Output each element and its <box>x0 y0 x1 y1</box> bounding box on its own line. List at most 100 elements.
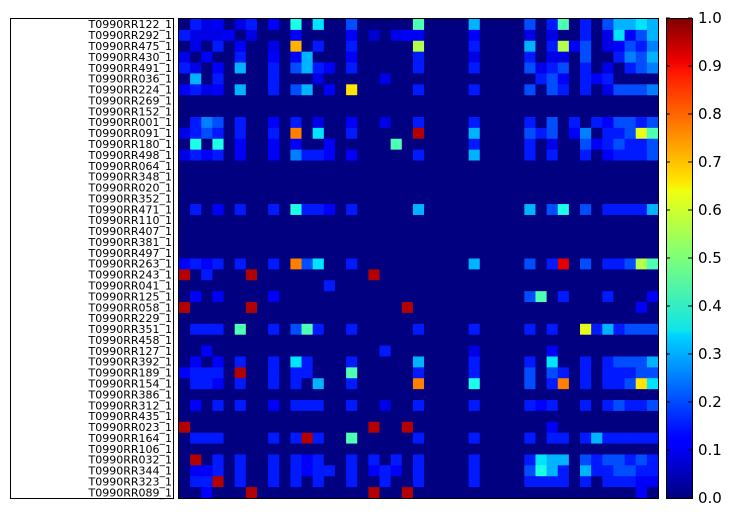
heatmap-cell <box>357 432 369 444</box>
heatmap-cell <box>223 62 236 74</box>
heatmap-cell <box>312 51 325 63</box>
heatmap-cell <box>357 323 369 336</box>
heatmap-cell <box>490 29 503 42</box>
row-label: T0990RR023_1 <box>88 421 173 434</box>
heatmap-cell <box>580 378 592 390</box>
heatmap-cell <box>546 323 559 336</box>
heatmap-cell <box>535 454 548 466</box>
heatmap-cell <box>201 291 213 303</box>
heatmap-cell <box>468 160 481 172</box>
heatmap-cell <box>535 356 548 368</box>
heatmap-cell <box>223 476 236 488</box>
heatmap-cell <box>256 182 269 194</box>
heatmap-cell <box>312 400 325 412</box>
heatmap-cell <box>401 106 414 118</box>
heatmap-cell <box>368 204 380 216</box>
heatmap-cell <box>368 269 380 281</box>
heatmap-cell <box>323 40 336 53</box>
heatmap-cell <box>357 291 369 303</box>
heatmap-cell <box>457 73 470 85</box>
heatmap-cell <box>546 171 559 183</box>
heatmap-cell <box>401 345 414 357</box>
heatmap-cell <box>346 62 358 74</box>
heatmap-cell <box>379 225 392 238</box>
heatmap-cell <box>268 302 280 314</box>
heatmap-cell <box>346 334 358 346</box>
heatmap-cell <box>502 95 514 107</box>
heatmap-cell <box>179 106 191 118</box>
heatmap-cell <box>624 389 637 401</box>
heatmap-cell <box>201 138 213 151</box>
heatmap-cell <box>580 29 592 42</box>
heatmap-cell <box>535 291 548 303</box>
heatmap-cell <box>290 334 302 346</box>
heatmap-cell <box>268 236 280 249</box>
heatmap-cell <box>435 116 447 129</box>
heatmap-cell <box>502 345 514 357</box>
heatmap-cell <box>435 106 447 118</box>
heatmap-cell <box>312 73 325 85</box>
heatmap-cell <box>279 29 291 42</box>
heatmap-cell <box>479 443 492 455</box>
heatmap-cell <box>312 367 325 379</box>
heatmap-cell <box>513 51 525 63</box>
heatmap-cell <box>179 291 191 303</box>
heatmap-cell <box>412 269 425 281</box>
heatmap-cell <box>446 280 458 292</box>
heatmap-cell <box>524 400 536 412</box>
heatmap-cell <box>624 465 637 477</box>
heatmap-cell <box>557 302 570 314</box>
heatmap-cell <box>201 269 213 281</box>
heatmap-cell <box>346 171 358 183</box>
heatmap-cell <box>546 269 559 281</box>
heatmap-cell <box>568 84 581 96</box>
heatmap-cell <box>379 247 392 259</box>
heatmap-cell <box>368 73 380 85</box>
heatmap-cell <box>212 247 224 259</box>
heatmap-cell <box>568 138 581 151</box>
heatmap-cell <box>646 400 659 412</box>
heatmap-cell <box>446 236 458 249</box>
heatmap-cell <box>212 73 224 85</box>
heatmap-cell <box>290 432 302 444</box>
heatmap-cell <box>535 345 548 357</box>
heatmap-cell <box>234 214 247 227</box>
heatmap-cell <box>535 367 548 379</box>
heatmap-cell <box>201 29 213 42</box>
heatmap-cell <box>479 421 492 434</box>
heatmap-cell <box>190 149 202 161</box>
heatmap-cell <box>490 138 503 151</box>
heatmap-cell <box>312 160 325 172</box>
heatmap-cell <box>546 214 559 227</box>
heatmap-cell <box>201 312 213 325</box>
heatmap-cell <box>546 312 559 325</box>
heatmap-cell <box>401 400 414 412</box>
heatmap-cell <box>312 84 325 96</box>
heatmap-cell <box>502 323 514 336</box>
heatmap-cell <box>580 193 592 205</box>
heatmap-cell <box>546 204 559 216</box>
heatmap-cell <box>401 40 414 53</box>
heatmap-cell <box>357 356 369 368</box>
heatmap-cell <box>401 138 414 151</box>
heatmap-cell <box>212 421 224 434</box>
heatmap-cell <box>535 95 548 107</box>
heatmap-cell <box>568 214 581 227</box>
heatmap-cell <box>457 487 470 499</box>
heatmap-cell <box>568 312 581 325</box>
heatmap-cell <box>190 291 202 303</box>
heatmap-cell <box>279 160 291 172</box>
heatmap-cell <box>201 19 213 31</box>
heatmap-cell <box>635 476 648 488</box>
heatmap-cell <box>557 127 570 140</box>
heatmap-cell <box>424 323 436 336</box>
heatmap-cell <box>502 29 514 42</box>
heatmap-cell <box>357 29 369 42</box>
heatmap-cell <box>524 204 536 216</box>
heatmap-cell <box>279 214 291 227</box>
heatmap-cell <box>256 225 269 238</box>
heatmap-cell <box>346 291 358 303</box>
heatmap-cell <box>490 19 503 31</box>
heatmap-cell <box>334 487 347 499</box>
heatmap-cell <box>346 40 358 53</box>
